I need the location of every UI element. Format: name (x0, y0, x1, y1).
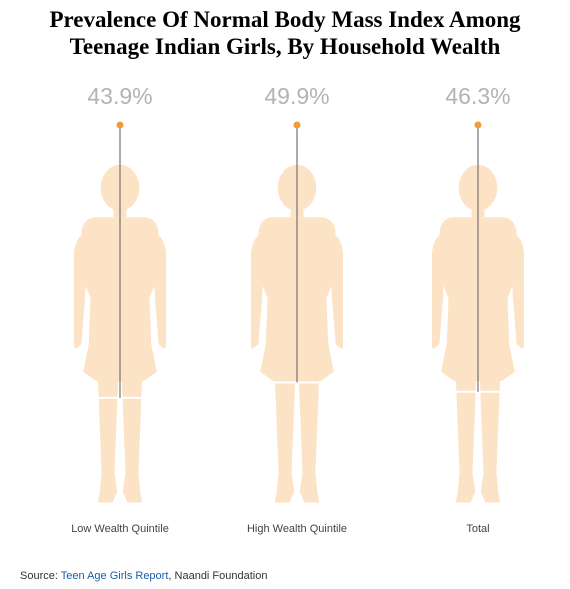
source-note: Source: Teen Age Girls Report, Naandi Fo… (20, 570, 267, 582)
indicator-dot (474, 121, 482, 129)
girl-figure: 43.9% Low Wealth Quintile (70, 83, 170, 535)
title-line-1: Prevalence Of Normal Body Mass Index Amo… (49, 7, 521, 32)
value-label: 43.9% (87, 83, 152, 109)
value-label: 46.3% (445, 83, 510, 109)
girl-figure: 49.9% High Wealth Quintile (247, 83, 347, 535)
title-line-2: Teenage Indian Girls, By Household Wealt… (69, 34, 501, 59)
chart-title: Prevalence Of Normal Body Mass Index Amo… (0, 6, 570, 60)
indicator-dot (293, 121, 301, 129)
category-label: Total (466, 523, 489, 535)
category-label: High Wealth Quintile (247, 523, 347, 535)
indicator-dot (116, 121, 124, 129)
source-suffix: , Naandi Foundation (168, 570, 268, 582)
girl-figure: 46.3% Total (428, 83, 528, 535)
value-label: 49.9% (264, 83, 329, 109)
source-report-link[interactable]: Teen Age Girls Report (60, 570, 169, 582)
category-label: Low Wealth Quintile (71, 523, 169, 535)
source-prefix: Source: (20, 570, 61, 582)
